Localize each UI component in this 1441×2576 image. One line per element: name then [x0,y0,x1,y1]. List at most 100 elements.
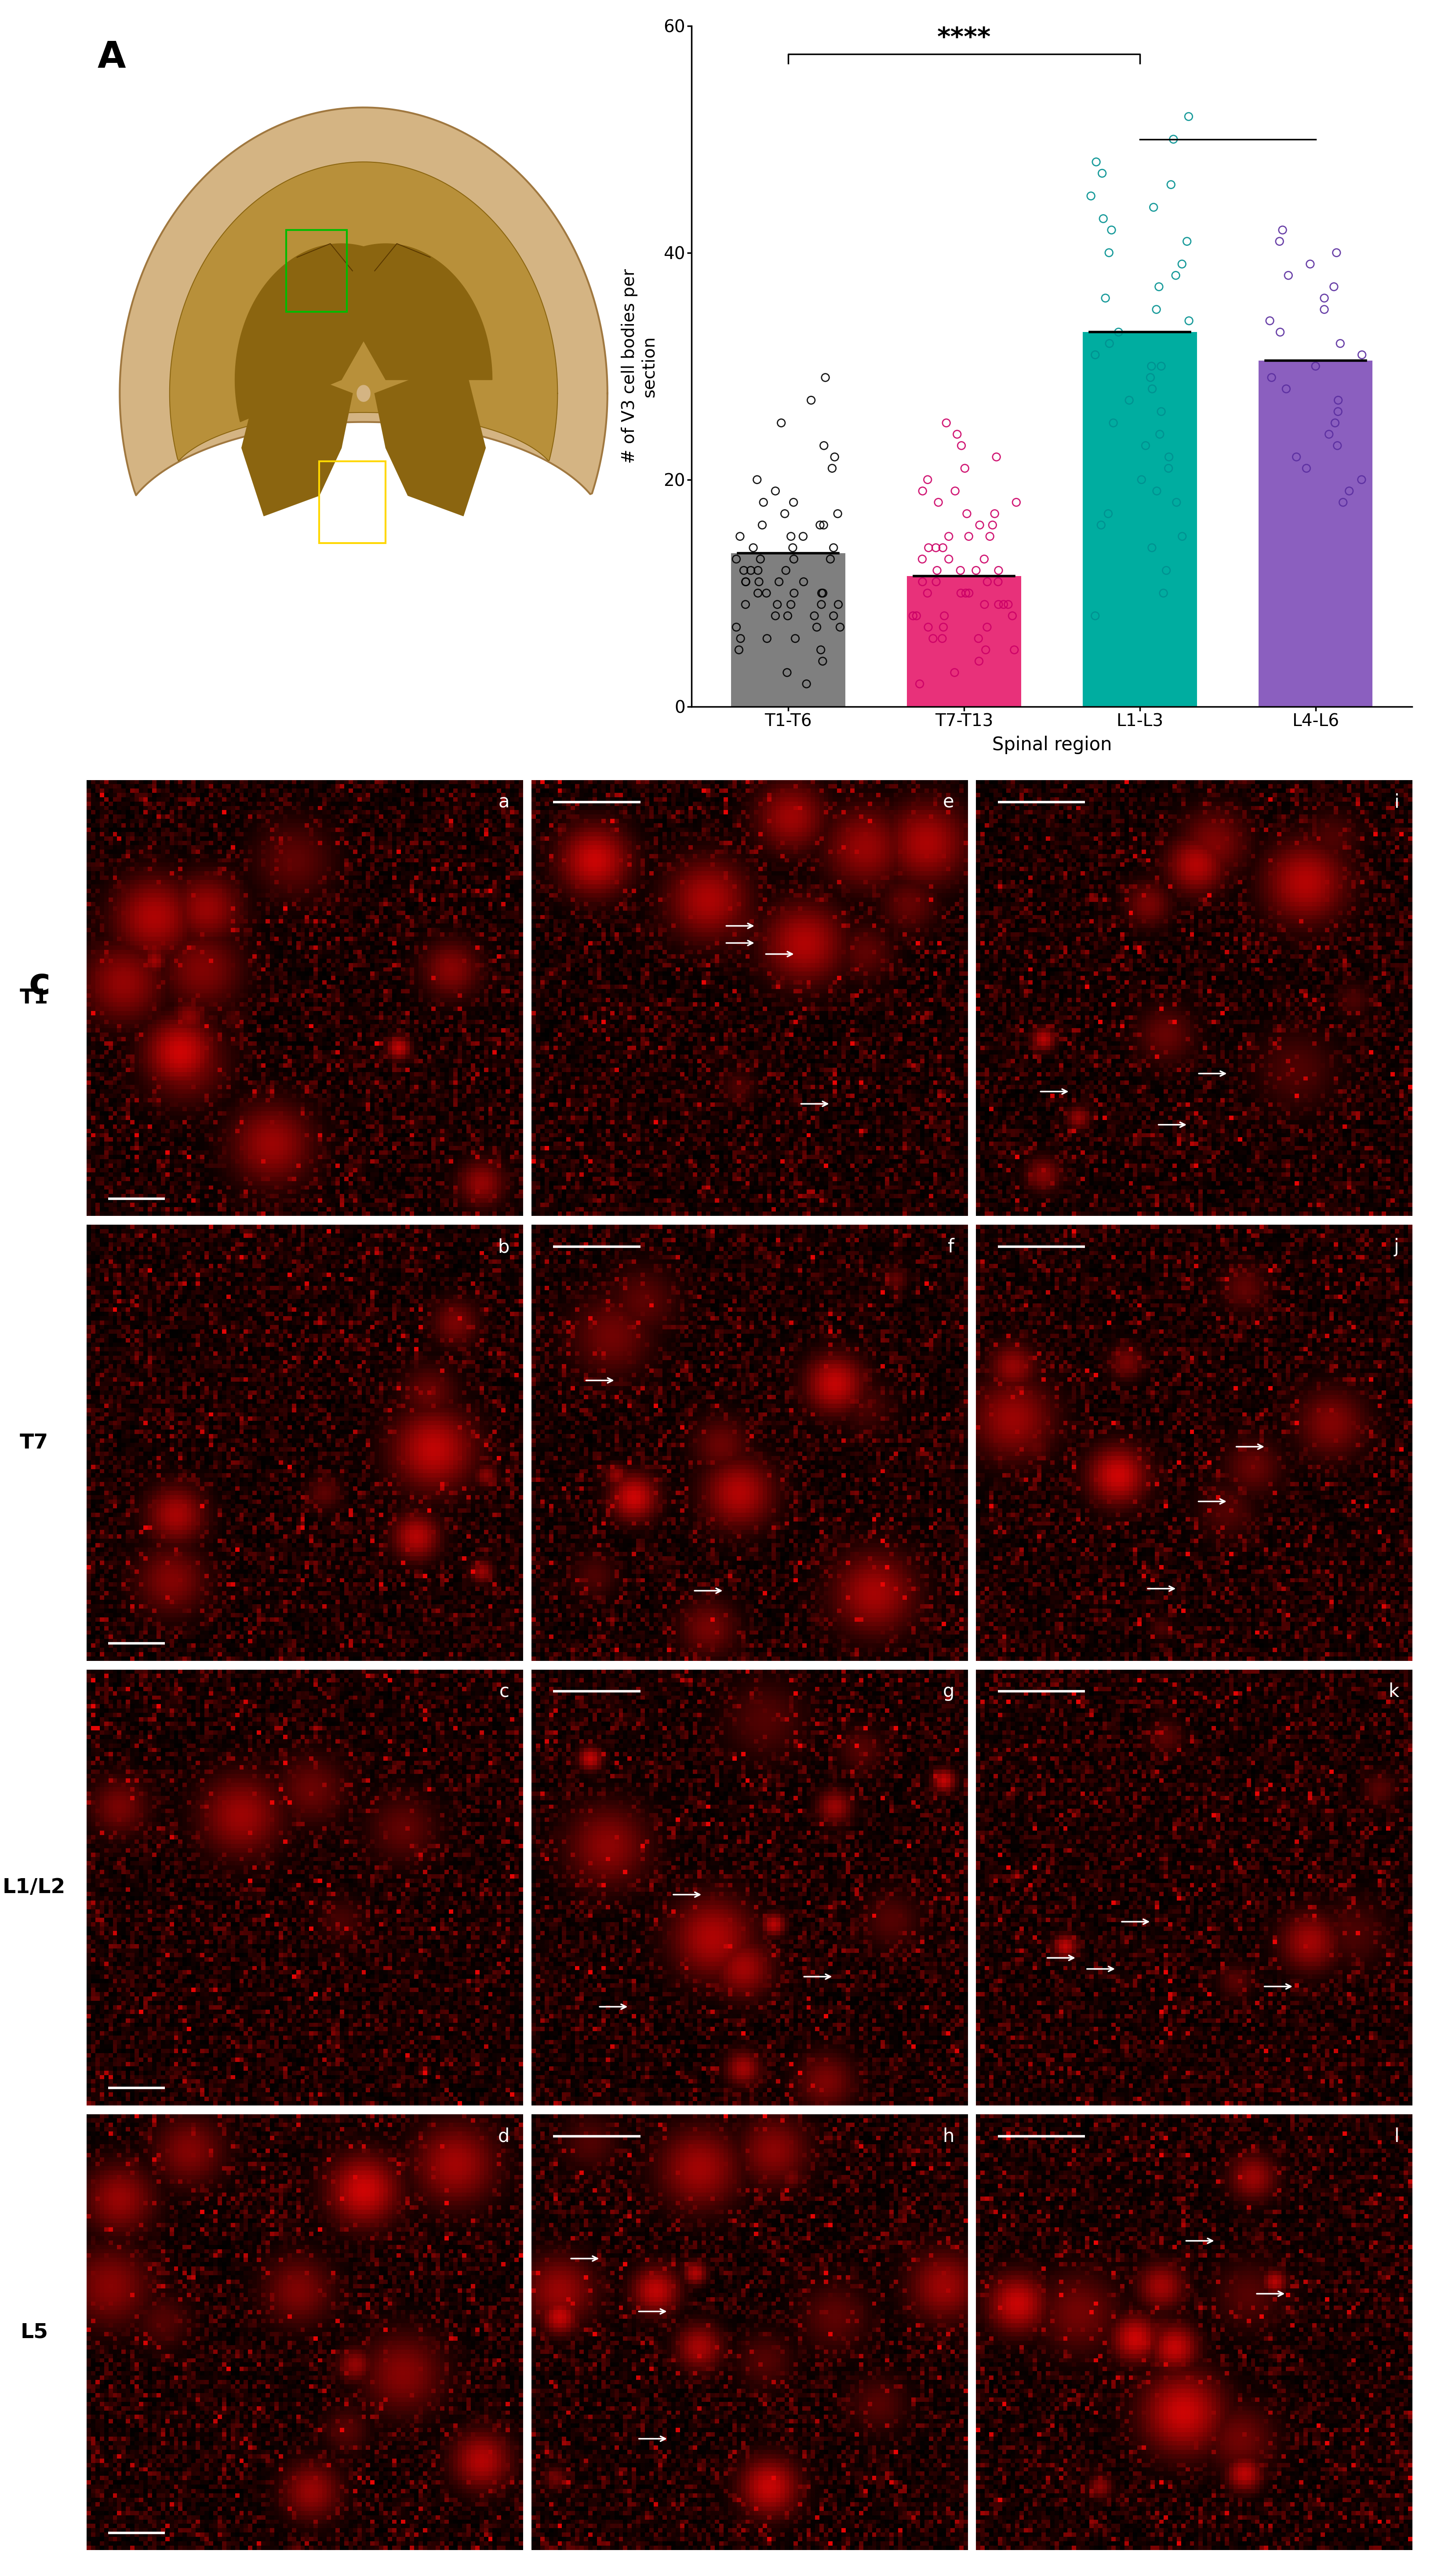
Point [1331,482,1355,523]
Point [782,538,806,580]
Point [1313,289,1336,330]
Point [810,572,833,613]
Point [764,595,787,636]
Bar [1082,332,1197,706]
Point [931,528,954,569]
Point [729,618,752,659]
Point [950,572,973,613]
Polygon shape [120,108,608,495]
Point [924,528,947,569]
Point [1298,245,1321,286]
Point [827,585,850,626]
Point [813,425,836,466]
Point [1268,312,1291,353]
Point [746,572,769,613]
Point [725,605,748,647]
Text: h: h [942,2128,954,2146]
Point [1160,165,1183,206]
Point [784,618,807,659]
Point [1323,402,1346,443]
Point [733,562,757,603]
Bar [1258,361,1373,706]
Text: L5: L5 [20,2324,48,2342]
Point [811,572,834,613]
Point [1085,142,1108,183]
Point [1138,358,1161,399]
Point [1277,255,1300,296]
Polygon shape [170,162,558,461]
Point [745,459,768,500]
Point [905,595,928,636]
Point [810,585,833,626]
Point [755,572,778,613]
Bar [731,554,846,706]
Point [1089,505,1112,546]
Point [1177,301,1200,343]
Point [764,471,787,513]
Point [945,415,968,456]
Point [791,515,814,556]
Point [1134,425,1157,466]
Bar [906,577,1022,706]
Point [1130,459,1153,500]
Point [781,528,804,569]
Point [1140,528,1163,569]
Point [932,595,955,636]
Point [768,562,791,603]
Point [954,448,977,489]
Text: ****: **** [937,26,991,52]
Point [911,538,934,580]
Point [967,641,990,683]
Point [742,528,765,569]
Text: c: c [29,966,50,1002]
Point [1157,435,1180,477]
Point [950,425,973,466]
Point [932,605,955,647]
Point [775,652,798,693]
Point [1285,435,1308,477]
Point [1140,345,1163,386]
Y-axis label: # of V3 cell bodies per
section: # of V3 cell bodies per section [621,268,657,464]
Point [1317,415,1340,456]
Point [1150,345,1173,386]
Point [755,618,778,659]
Point [991,585,1014,626]
Point [1003,629,1026,670]
Polygon shape [375,361,486,515]
Point [829,605,852,647]
Point [765,585,788,626]
Point [973,585,996,626]
Point [780,585,803,626]
Point [782,482,806,523]
Point [925,562,948,603]
Point [1271,209,1294,250]
Point [1170,515,1193,556]
Text: b: b [499,1239,510,1257]
Point [1313,278,1336,319]
Point [774,549,797,590]
Point [733,585,757,626]
Point [1118,379,1141,420]
Point [1150,392,1173,433]
Point [1350,459,1373,500]
Point [1176,222,1199,263]
Point [976,605,999,647]
X-axis label: Spinal region: Spinal region [991,737,1112,755]
Point [748,562,771,603]
Polygon shape [235,245,403,422]
Point [967,618,990,659]
Point [1141,368,1164,410]
Point [902,595,925,636]
Point [957,515,980,556]
Point [1304,345,1327,386]
Point [935,402,958,443]
Text: l: l [1393,2128,1399,2146]
Point [954,572,977,613]
Point [978,515,1001,556]
Point [1170,245,1193,286]
Polygon shape [323,245,493,379]
Point [916,528,940,569]
Point [1004,482,1027,523]
Point [811,641,834,683]
Point [916,572,940,613]
